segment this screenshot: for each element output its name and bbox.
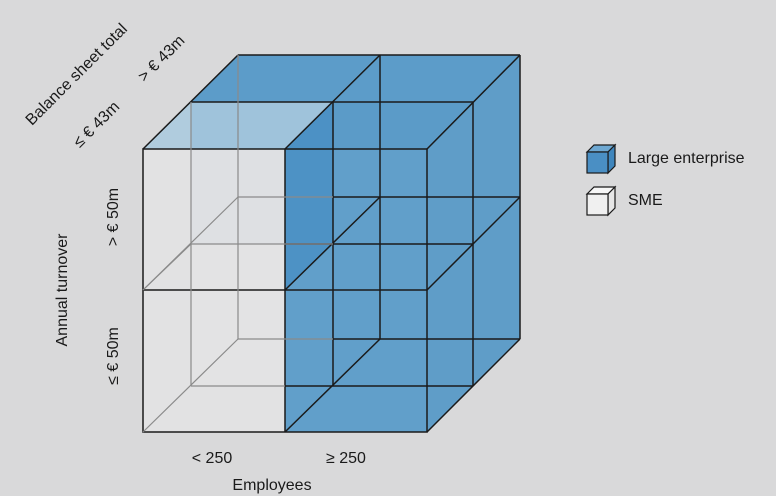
large-enterprise-cube-icon <box>585 143 617 175</box>
sme-cube-icon <box>585 185 617 217</box>
legend: Large enterprise SME <box>584 143 745 230</box>
sme-hidden-edges <box>142 55 333 433</box>
cube-edges <box>142 54 521 433</box>
legend-item-sme: SME <box>584 185 745 217</box>
legend-label-sme: SME <box>628 192 663 209</box>
legend-label-large: Large enterprise <box>628 150 745 167</box>
turnover-axis-title: Annual turnover <box>54 233 71 347</box>
legend-item-large: Large enterprise <box>584 143 745 175</box>
turnover-value-gt50m: > € 50m <box>105 188 122 246</box>
turnover-value-le50m: ≤ € 50m <box>105 327 122 385</box>
balance-value-le43m: ≤ € 43m <box>70 98 123 151</box>
employees-value-ge250: ≥ 250 <box>326 450 366 467</box>
balance-value-gt43m: > € 43m <box>135 32 188 85</box>
employees-value-lt250: < 250 <box>192 450 233 467</box>
employees-axis-title: Employees <box>232 477 311 494</box>
